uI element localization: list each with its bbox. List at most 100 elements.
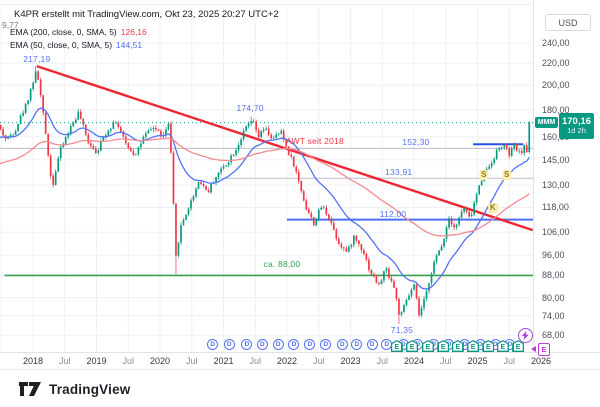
last-price-badge: 170,16 1d 2h	[559, 113, 594, 139]
earnings-badge-fill	[483, 341, 493, 351]
time-tick-2026: 2026	[530, 356, 552, 366]
dividend-marker[interactable]: D	[351, 339, 363, 350]
time-tick-jul: Jul	[185, 356, 198, 366]
price-tick-160: 160,00	[542, 131, 570, 142]
dividend-marker[interactable]: D	[223, 339, 235, 350]
earnings-badge-fill	[513, 341, 523, 351]
dividend-marker[interactable]: D	[241, 339, 253, 350]
chart-annotation-152-30: 152,30	[402, 137, 430, 148]
earnings-badge-letter: E	[409, 343, 415, 351]
price-tick-80: 80,00	[542, 292, 565, 303]
price-tick-240: 240,00	[542, 38, 570, 48]
chart-annotation-112-00: 112,00	[379, 208, 407, 219]
time-tick-jul: Jul	[376, 356, 389, 366]
earnings-marker[interactable]: E	[406, 340, 419, 352]
top-divider	[0, 4, 600, 5]
earnings-badge-fill	[498, 341, 508, 351]
chart-annotation-71-35: 71,35	[390, 324, 414, 335]
footer-bar: TradingView	[0, 369, 600, 407]
price-tick-106: 106,00	[542, 227, 570, 238]
price-tick-88: 88,00	[542, 270, 565, 281]
dividend-marker[interactable]: D	[304, 339, 316, 350]
price-tick-68: 68,00	[542, 330, 565, 341]
earnings-badge-letter: E	[455, 343, 461, 351]
earnings-badge-fill	[392, 341, 402, 351]
clipped-indicator-value: 9,77	[2, 20, 19, 30]
indicator-legend-ema50[interactable]: EMA (50, close, 0, SMA, 5) 144,51	[10, 40, 142, 50]
earnings-marker[interactable]: E	[467, 340, 480, 352]
time-tick-2018: 2018	[22, 356, 44, 366]
earnings-badge-fill	[453, 341, 463, 351]
ema200-value: 126,16	[120, 27, 147, 37]
earnings-marker[interactable]: E	[482, 340, 495, 352]
price-tick-220: 220,00	[542, 58, 570, 69]
earnings-marker[interactable]: E	[451, 340, 464, 352]
tradingview-logo[interactable]: TradingView	[19, 381, 130, 397]
chart-plot-area[interactable]: 217,19 174,70 AWT seit 2018 152,30 133,91 112…	[0, 0, 533, 352]
earnings-badge-letter: E	[394, 343, 400, 351]
chart-annotation-ca-88-00: ca. 88,00	[263, 259, 301, 270]
earnings-badge-fill	[468, 341, 478, 351]
earnings-marker[interactable]: E	[421, 340, 434, 352]
time-tick-jul: Jul	[58, 356, 71, 366]
time-tick-jul: Jul	[312, 356, 325, 366]
chart-attribution: K4PR erstellt mit TradingView.com, Okt 2…	[14, 9, 279, 20]
dividend-marker[interactable]: D	[272, 339, 284, 350]
price-tick-96: 96,00	[542, 250, 565, 261]
time-tick-2024: 2024	[403, 356, 425, 366]
pattern-letter-s: S	[479, 169, 489, 180]
earnings-badge-fill	[423, 341, 433, 351]
ema-50-line[interactable]	[0, 107, 530, 290]
dividend-marker[interactable]: D	[320, 339, 332, 350]
time-tick-2019: 2019	[86, 356, 107, 366]
earnings-badge-fill	[438, 341, 448, 351]
candle-countdown: 1d 2h	[567, 126, 586, 136]
dividend-marker[interactable]: D	[288, 339, 300, 350]
price-tick-180: 180,00	[542, 104, 570, 115]
chart-annotation-174-70: 174,70	[236, 103, 264, 114]
time-tick-jul: Jul	[249, 356, 262, 366]
price-axis[interactable]: USD 240,00 220,00 200,00 180,00 160,00 145,00…	[533, 0, 600, 352]
currency-unit-box: USD	[545, 14, 591, 31]
time-tick-2021: 2021	[213, 356, 234, 366]
earnings-badge-letter: E	[500, 343, 506, 351]
candlestick-chart	[0, 8, 533, 352]
upcoming-earnings-marker[interactable]: E	[538, 343, 550, 356]
time-tick-2025: 2025	[467, 356, 488, 366]
lightning-events-button[interactable]	[518, 328, 533, 343]
dividend-marker[interactable]: D	[366, 339, 378, 350]
price-tick-145: 145,00	[542, 154, 570, 165]
time-axis[interactable]: 2018 Jul 2019 Jul 2020 Jul 2021 Jul 2022 Jul 2023 J…	[0, 352, 600, 369]
chart-annotation-217-19: 217,19	[23, 53, 51, 64]
time-tick-jul: Jul	[503, 356, 516, 366]
chart-annotation-133-91: 133,91	[385, 167, 413, 178]
earnings-marker[interactable]: E	[390, 340, 403, 352]
pattern-letter-s: S	[502, 169, 512, 180]
tradingview-logo-icon	[19, 382, 41, 396]
pattern-letter-k: K	[487, 203, 498, 214]
price-tick-118: 118,00	[542, 202, 569, 213]
price-tick-130: 130,00	[542, 180, 570, 191]
price-tick-200: 200,00	[542, 80, 570, 91]
earnings-badge-letter: E	[470, 343, 476, 351]
chart-annotation-awt-seit-2018: AWT seit 2018	[286, 136, 344, 147]
earnings-marker[interactable]: E	[437, 340, 450, 352]
dividend-marker[interactable]: D	[256, 339, 268, 350]
time-tick-2022: 2022	[276, 356, 298, 366]
ema-200-line[interactable]	[0, 137, 530, 237]
indicator-legend-ema200[interactable]: EMA (200, close, 0, SMA, 5) 126,16	[10, 27, 147, 37]
time-tick-jul: Jul	[439, 356, 452, 366]
dividend-marker[interactable]: D	[207, 339, 219, 350]
dividend-marker[interactable]: D	[336, 339, 348, 350]
earnings-marker[interactable]: E	[512, 340, 525, 352]
time-tick-jul: Jul	[122, 356, 135, 366]
earnings-badge-fill	[407, 341, 417, 351]
last-price-value: 170,16	[561, 115, 592, 127]
lightning-icon	[522, 331, 529, 340]
earnings-badge-letter: E	[485, 343, 491, 351]
earnings-marker[interactable]: E	[496, 340, 509, 352]
earnings-badge-letter: E	[440, 343, 446, 351]
tradingview-logo-text: TradingView	[49, 381, 131, 397]
